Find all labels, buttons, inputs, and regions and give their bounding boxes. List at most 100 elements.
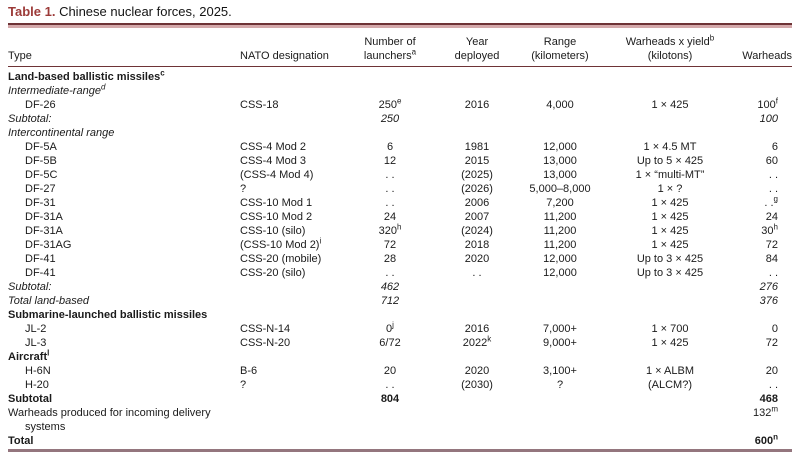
cell-launchers — [340, 434, 440, 448]
cell-range — [514, 392, 606, 406]
cell-type: DF-26 — [8, 98, 240, 112]
cell-type: DF-5C — [8, 168, 240, 182]
cell-warheads — [734, 84, 792, 98]
cell-launchers: 24 — [340, 210, 440, 224]
cell-launchers: . . — [340, 182, 440, 196]
footnote-marker: m — [771, 404, 778, 414]
column-header-nato: NATO designation — [240, 49, 340, 67]
cell-text: 2016 — [464, 323, 490, 335]
cell-launchers: 6 — [340, 140, 440, 154]
cell-yield — [606, 392, 734, 406]
cell-text: 20 — [765, 365, 778, 377]
cell-text: 712 — [380, 295, 400, 307]
footnote-marker: k — [487, 334, 492, 344]
cell-launchers: 712 — [340, 294, 440, 308]
cell-type: H-20 — [8, 378, 240, 392]
cell-nato: (CSS-10 Mod 2)i — [240, 237, 340, 252]
cell-text: . . — [385, 197, 395, 209]
cell-text: 2018 — [464, 239, 490, 251]
cell-text: 1 × 425 — [651, 337, 689, 349]
footnote-marker: b — [709, 33, 715, 43]
cell-launchers: 6/72 — [340, 336, 440, 350]
cell-text: 100 — [759, 113, 778, 125]
header-spacer-type — [8, 28, 240, 49]
cell-text: 6 — [386, 141, 394, 153]
cell-range: 3,100+ — [514, 364, 606, 378]
cell-nato — [240, 126, 340, 140]
table-bottom-rule — [8, 449, 792, 452]
cell-type: Intercontinental range — [8, 126, 240, 140]
table-row: Warheads produced for incoming delivery … — [8, 404, 792, 434]
cell-warheads: 100f — [734, 97, 792, 112]
table-row: Aircraftl — [8, 349, 792, 364]
cell-text: 3,100+ — [543, 365, 577, 377]
cell-launchers — [340, 350, 440, 364]
cell-text: Intercontinental range — [8, 127, 115, 139]
cell-yield — [606, 126, 734, 140]
cell-nato — [240, 406, 340, 434]
cell-warheads: . . — [734, 378, 792, 392]
cell-yield: 1 × 425 — [606, 210, 734, 224]
footnote-marker: d — [100, 82, 106, 92]
cell-text: . . — [385, 379, 395, 391]
cell-text: . . — [385, 183, 395, 195]
cell-text: 13,000 — [543, 169, 577, 181]
cell-range — [514, 350, 606, 364]
header-text: Warheads — [742, 50, 792, 62]
cell-type: Intermediate-ranged — [8, 82, 240, 98]
column-header-range-line1: Range — [514, 28, 606, 49]
footnote-marker: j — [392, 320, 394, 330]
cell-launchers — [340, 84, 440, 98]
cell-launchers — [340, 126, 440, 140]
cell-year — [440, 67, 514, 85]
cell-text: 12,000 — [543, 267, 577, 279]
table-row: DF-5B CSS-4 Mod 3 12 2015 13,000 Up to 5 × 42… — [8, 154, 792, 168]
table-row: DF-31 CSS-10 Mod 1. . 2006 7,200 1 × 425. .g — [8, 195, 792, 210]
cell-range: 12,000 — [514, 252, 606, 266]
cell-text: CSS-4 Mod 3 — [240, 155, 307, 167]
cell-type: Land-based ballistic missilesc — [8, 67, 240, 85]
cell-warheads: 468 — [734, 392, 792, 406]
cell-warheads: 376 — [734, 294, 792, 308]
cell-text: 804 — [380, 393, 400, 405]
column-header-yield-line1: Warheads x yieldb — [606, 28, 734, 49]
cell-warheads: 132m — [734, 404, 792, 434]
cell-text: Land-based ballistic missiles — [8, 71, 161, 83]
cell-year — [440, 294, 514, 308]
cell-yield: Up to 5 × 425 — [606, 154, 734, 168]
table-row: Subtotal: 250 100 — [8, 112, 792, 126]
cell-launchers — [340, 406, 440, 434]
cell-text: 376 — [759, 295, 778, 307]
table-body: Land-based ballistic missilesc Intermedia… — [8, 67, 792, 449]
cell-text: 468 — [759, 393, 778, 405]
cell-nato — [240, 67, 340, 85]
cell-launchers: 462 — [340, 280, 440, 294]
cell-year: 2018 — [440, 238, 514, 252]
cell-warheads: 60 — [734, 154, 792, 168]
cell-yield — [606, 112, 734, 126]
cell-text: 24 — [383, 211, 397, 223]
cell-text: 2022 — [462, 337, 488, 349]
cell-text: 11,200 — [543, 225, 577, 237]
cell-warheads: . . — [734, 266, 792, 280]
cell-text: DF-41 — [25, 253, 56, 265]
cell-text: DF-31A — [25, 225, 63, 237]
cell-type: Warheads produced for incoming delivery … — [8, 406, 240, 434]
cell-warheads — [734, 308, 792, 322]
cell-text: Total — [8, 435, 34, 447]
cell-range: 11,200 — [514, 238, 606, 252]
cell-text: . . — [385, 267, 395, 279]
cell-year — [440, 126, 514, 140]
cell-text: (2024) — [461, 225, 493, 237]
cell-text: 12 — [383, 155, 397, 167]
cell-nato — [240, 308, 340, 322]
cell-year — [440, 112, 514, 126]
cell-text: 30 — [761, 225, 774, 237]
cell-range — [514, 406, 606, 434]
cell-text: . . — [768, 183, 778, 195]
cell-text: (ALCM?) — [647, 379, 692, 391]
cell-warheads: . . — [734, 182, 792, 196]
cell-text: 9,000+ — [543, 337, 577, 349]
cell-nato: (CSS-4 Mod 4) — [240, 168, 340, 182]
cell-text: 20 — [383, 365, 397, 377]
